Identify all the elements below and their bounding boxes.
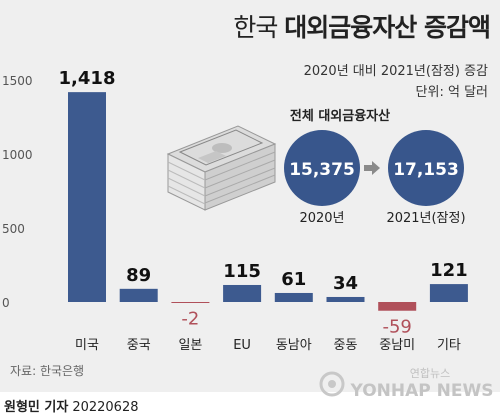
value-label: 115 <box>223 261 261 282</box>
bar <box>274 292 313 302</box>
unit-label: 단위: 억 달러 <box>415 85 488 100</box>
bar-chart: 0 500 1000 1500 1,418 89 -2 115 61 34 -59 121 미국 중국… <box>2 68 468 353</box>
reporter-name: 원형민 기자 <box>4 400 69 415</box>
value-label: -59 <box>382 317 411 338</box>
bar <box>171 302 210 303</box>
y-tick-label: 1500 <box>2 74 33 88</box>
infographic-panel: 한국 대외금융자산 증감액 2020년 대비 2021년(잠정) 증감 단위: … <box>0 0 500 401</box>
value-label: 121 <box>430 260 468 281</box>
chart-subtitle: 2020년 대비 2021년(잠정) 증감 <box>303 64 488 79</box>
byline: 원형민 기자 20220628 <box>4 396 139 415</box>
bars-group <box>68 92 468 311</box>
bar <box>378 302 417 311</box>
y-tick-label: 0 <box>2 296 10 310</box>
title-prefix: 한국 <box>233 13 285 42</box>
category-label: 중동 <box>334 338 358 353</box>
bar <box>429 284 468 302</box>
value-label: 1,418 <box>59 68 116 89</box>
value-2021: 17,153 <box>393 160 459 180</box>
category-label: 중남미 <box>379 338 415 353</box>
agency-logo-text: 연합뉴스 <box>410 367 450 380</box>
category-label: 중국 <box>127 338 151 353</box>
circle-2021 <box>388 130 464 206</box>
agency-logo: 연합뉴스 YONHAP NEWS <box>319 367 494 401</box>
bar <box>326 296 365 302</box>
category-label: 기타 <box>437 338 461 353</box>
circle-2020 <box>284 130 360 206</box>
value-label: 34 <box>333 273 358 294</box>
label-2021: 2021년(잠정) <box>386 211 465 226</box>
y-tick-label: 500 <box>2 222 25 236</box>
value-label: 61 <box>281 269 306 290</box>
arrow-right-icon <box>364 161 380 175</box>
title-main: 대외금융자산 증감액 <box>284 13 491 42</box>
publish-date: 20220628 <box>72 400 139 415</box>
source-note: 자료: 한국은행 <box>10 364 85 378</box>
value-labels: 1,418 89 -2 115 61 34 -59 121 <box>59 68 468 338</box>
category-label: 일본 <box>178 338 202 353</box>
value-label: 89 <box>126 265 151 286</box>
category-labels: 미국 중국 일본 EU 동남아 중동 중남미 기타 <box>75 338 461 353</box>
value-2020: 15,375 <box>289 160 355 180</box>
agency-emblem-icon <box>319 371 345 397</box>
bar <box>68 92 106 302</box>
bar <box>119 288 158 302</box>
y-axis: 0 500 1000 1500 <box>2 74 33 310</box>
agency-wordmark: YONHAP NEWS <box>350 381 494 401</box>
category-label: 동남아 <box>276 338 312 353</box>
category-label: EU <box>233 338 251 353</box>
y-tick-label: 1000 <box>2 148 33 162</box>
inset-title: 전체 대외금융자산 <box>290 108 390 124</box>
chart-title: 한국 대외금융자산 증감액 <box>233 8 491 44</box>
category-label: 미국 <box>75 338 99 353</box>
money-stack-icon <box>166 125 277 211</box>
value-label: -2 <box>181 308 199 329</box>
bar <box>223 284 262 302</box>
label-2020: 2020년 <box>299 211 344 226</box>
